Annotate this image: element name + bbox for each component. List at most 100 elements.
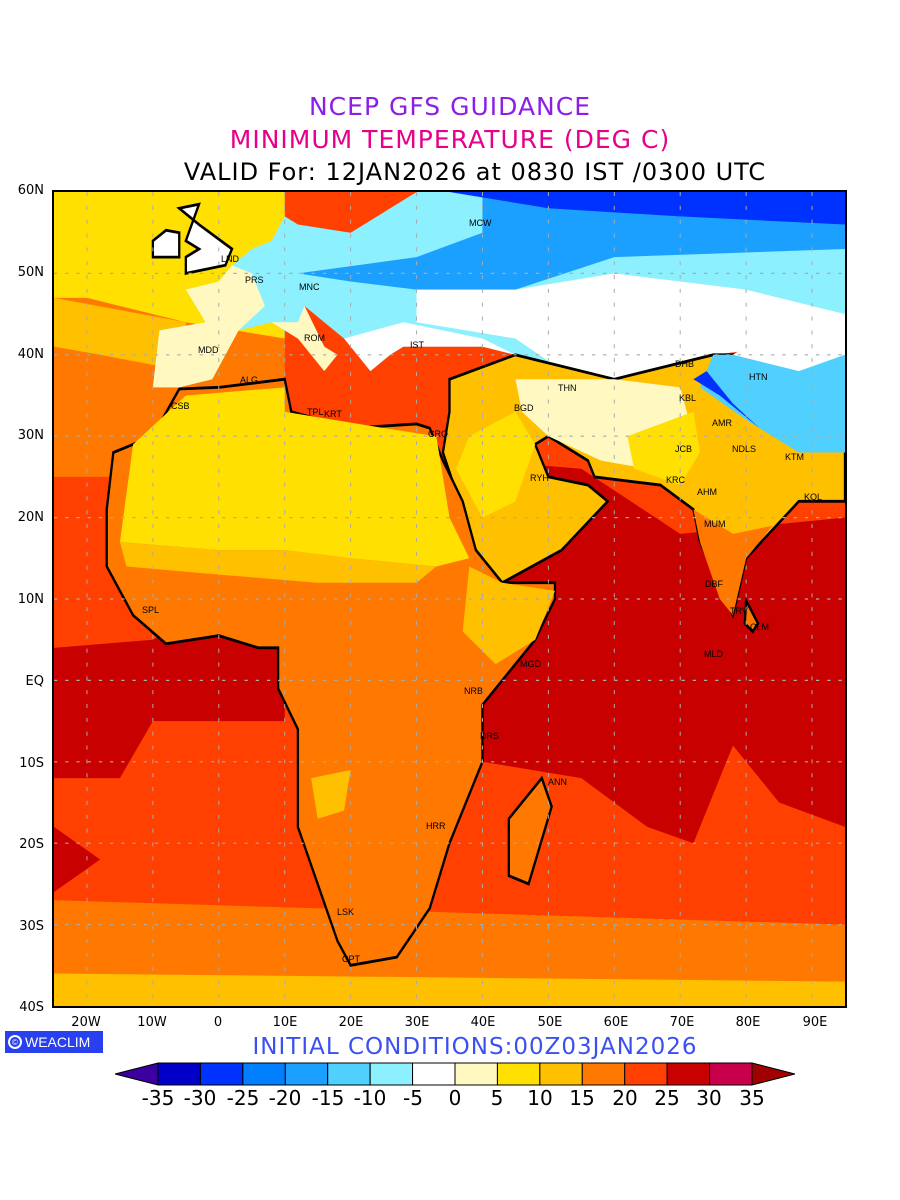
city-label: AHM	[697, 487, 717, 497]
city-label: AMR	[712, 418, 732, 428]
city-label: NRB	[464, 686, 484, 696]
city-label: HRR	[426, 821, 446, 831]
lon-label: 10W	[137, 1015, 167, 1030]
colorbar-arrow-high	[751, 1062, 795, 1086]
land-srilanka	[743, 596, 760, 634]
land-angola-amber	[311, 769, 351, 819]
colorbar-label: -30	[183, 1086, 217, 1110]
colorbar-label: 35	[739, 1086, 765, 1110]
city-label: MLD	[704, 649, 724, 659]
colorbar-label: -25	[226, 1086, 260, 1110]
city-label: MCW	[469, 218, 492, 228]
lon-label: 30E	[404, 1015, 430, 1030]
colorbar-label: -20	[268, 1086, 302, 1110]
colorbar-swatch	[496, 1062, 541, 1086]
ocean-south-amber	[54, 973, 845, 1006]
land-arabia-yellow	[456, 411, 536, 518]
land-sahara	[119, 387, 470, 567]
colorbar-label: -5	[403, 1086, 423, 1110]
city-label: IST	[410, 340, 425, 350]
city-label: LSK	[337, 907, 355, 917]
city-label: KTM	[785, 452, 804, 462]
city-label: HTN	[749, 372, 768, 382]
colorbar-label: 25	[654, 1086, 680, 1110]
ocean-indian	[469, 460, 845, 844]
city-label: ANN	[548, 777, 568, 787]
city-label: MGD	[520, 659, 541, 669]
lon-label: 40E	[470, 1015, 496, 1030]
lon-label: 80E	[735, 1015, 761, 1030]
colorbar	[115, 1062, 795, 1086]
city-label: RYH	[530, 473, 549, 483]
temperature-map: MCW LND PRS MNC ROM MDD IST ALG CSB TPL …	[52, 190, 847, 1008]
city-label: NDLS	[732, 444, 757, 454]
city-label: BGD	[514, 403, 534, 413]
colorbar-label: 30	[696, 1086, 722, 1110]
land-sahel-amber	[119, 542, 437, 583]
lat-label: 40S	[19, 1000, 44, 1015]
colorbar-label: 15	[569, 1086, 595, 1110]
city-label: SPL	[142, 605, 160, 615]
colorbar-swatch	[624, 1062, 668, 1086]
colorbar-label: 20	[612, 1086, 638, 1110]
map-subtitle: MINIMUM TEMPERATURE (DEG C)	[229, 125, 671, 154]
map-field	[54, 192, 845, 1006]
lat-label: 30S	[19, 919, 44, 934]
city-label: TRV	[730, 606, 748, 616]
ocean-atlantic-amber	[54, 297, 186, 372]
colorbar-swatch	[454, 1062, 498, 1086]
colorbar-label: -10	[353, 1086, 387, 1110]
colorbar-swatch	[709, 1062, 753, 1086]
land-horn	[462, 566, 555, 665]
lat-label: 50N	[17, 265, 44, 280]
lon-label: 20E	[338, 1015, 364, 1030]
lat-label: 60N	[17, 183, 44, 198]
colorbar-swatch	[199, 1062, 244, 1086]
city-label: THN	[558, 383, 577, 393]
lat-label: 20S	[19, 837, 44, 852]
city-label: KBL	[679, 393, 697, 403]
city-label: CPT	[342, 954, 360, 964]
land-india-south	[693, 509, 773, 616]
city-label: MNC	[299, 282, 320, 292]
city-label: CSB	[171, 401, 190, 411]
valid-time: VALID For: 12JAN2026 at 0830 IST /0300 U…	[183, 158, 767, 186]
land-italy	[271, 305, 338, 372]
city-label: KOL	[804, 492, 823, 502]
lat-label: 10N	[17, 592, 44, 607]
colorbar-swatch	[539, 1062, 583, 1086]
lon-label: 50E	[537, 1015, 563, 1030]
lon-label: 90E	[802, 1015, 828, 1030]
city-label: CRO	[428, 429, 448, 439]
lon-label: 70E	[669, 1015, 695, 1030]
colorbar-swatch	[666, 1062, 711, 1086]
colorbar-swatch	[157, 1062, 201, 1086]
land-ireland	[151, 228, 181, 259]
lon-label: 20W	[71, 1015, 101, 1030]
colorbar-label: 5	[490, 1086, 504, 1110]
colorbar-swatch	[284, 1062, 329, 1086]
colorbar-swatch	[327, 1062, 371, 1086]
lat-label: 40N	[17, 347, 44, 362]
city-label: ALG	[240, 375, 259, 385]
lon-label: 0	[213, 1015, 223, 1030]
land-madagascar	[507, 775, 553, 886]
colorbar-label: -35	[141, 1086, 175, 1110]
city-label: LND	[221, 254, 240, 264]
land-pakistan	[627, 411, 700, 486]
map-title: NCEP GFS GUIDANCE	[308, 92, 591, 121]
city-label: CLM	[750, 622, 770, 632]
city-label: MDD	[198, 345, 219, 355]
city-label: DHB	[675, 359, 695, 369]
land-russia-cold	[449, 192, 845, 225]
lat-label: 20N	[17, 510, 44, 525]
initial-conditions: INITIAL CONDITIONS:00Z03JAN2026	[252, 1034, 698, 1060]
colorbar-swatch	[412, 1062, 456, 1086]
land-balkans	[344, 322, 516, 372]
logo-text: WEACLIM	[25, 1034, 91, 1050]
land-caspian-white	[416, 273, 845, 380]
city-label: DRS	[480, 731, 500, 741]
colorbar-label: 0	[448, 1086, 462, 1110]
city-label: JCB	[675, 444, 693, 454]
copyright-icon: ©	[8, 1035, 22, 1049]
